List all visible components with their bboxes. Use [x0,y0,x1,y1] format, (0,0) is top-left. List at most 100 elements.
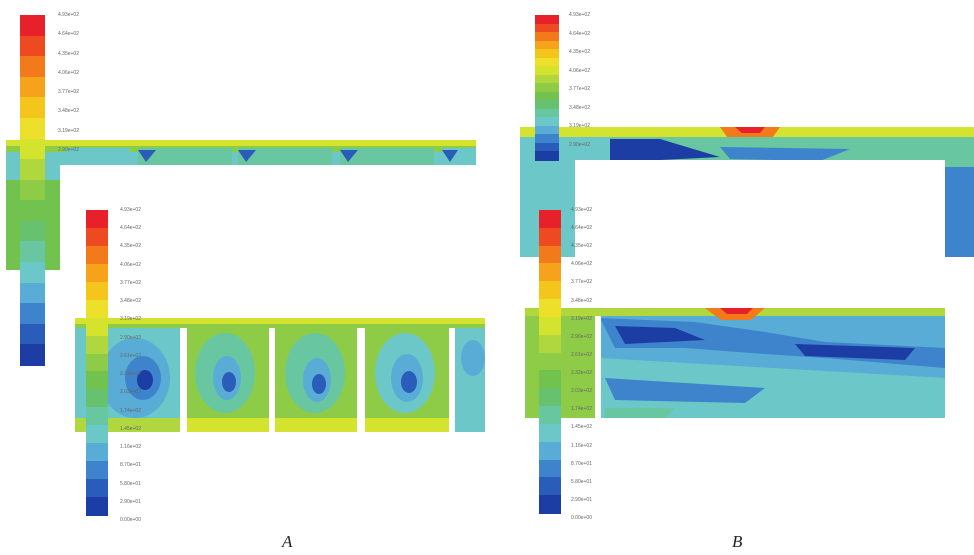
colorbar-tick-label: 2.90e+01 [120,498,141,505]
colorbar-tick-label: 2.90e+02 [58,147,79,153]
colorbar-tick-label: 4.06e+02 [571,261,592,268]
colorbar-tick-label: 2.32e+02 [571,370,592,377]
colorbar-tick-label: 2.61e+02 [571,351,592,358]
colorbar-swatch [539,423,561,443]
colorbar-tick-label: 3.48e+02 [569,104,590,111]
colorbar-tick-label: 4.06e+02 [58,69,79,76]
colorbar-swatch [539,495,561,515]
colorbar-swatch [86,461,108,481]
colorbar-tick-label: 0.00e+00 [120,517,141,523]
colorbar-swatch [539,459,561,479]
colorbar-swatch [86,281,108,301]
colorbar-tick-label: 3.77e+02 [120,279,141,286]
colorbar-swatch [20,200,45,223]
colorbar-tick-label: 3.19e+02 [569,123,590,130]
colorbar-swatch [86,407,108,427]
colorbar-swatch [535,108,559,118]
colorbar-tick-label: 4.93e+02 [571,207,592,213]
colorbar-tick-label: 4.64e+02 [571,225,592,232]
colorbar-swatch [20,76,45,99]
colorbar-tick-label: 2.90e+01 [571,496,592,503]
colorbar-tick-label: 5.80e+01 [571,478,592,485]
colorbar-tick-label: 4.06e+02 [569,67,590,74]
colorbar-swatch [535,49,559,59]
colorbar-tick-label: 8.70e+01 [120,462,141,469]
colorbar-swatch [86,479,108,499]
colorbar-swatch [535,151,559,161]
colorbar-tick-label: 2.90e+02 [569,142,590,148]
colorbar-tick-label: 1.74e+02 [120,407,141,414]
colorbar-tick-label: 4.64e+02 [569,30,590,37]
colorbar-tick-label: 3.77e+02 [58,89,79,96]
colorbar-swatch [20,220,45,243]
colorbar-swatch [86,317,108,337]
colorbar-swatch [539,441,561,461]
colorbar-swatch [20,241,45,264]
colorbar-tick-label: 2.03e+02 [571,388,592,395]
colorbar-swatch [86,263,108,283]
colorbar-swatch [20,159,45,182]
colorbar-swatch [86,371,108,391]
colorbar-tick-label: 1.74e+02 [571,406,592,413]
colorbar-swatch [535,15,559,25]
colorbar-tick-label: 2.61e+02 [120,352,141,359]
colorbar-swatch [535,142,559,153]
colorbar-tick-label: 3.77e+02 [571,279,592,286]
colorbar-tick-label: 8.70e+01 [571,460,592,467]
colorbar-swatch [86,443,108,463]
overlay-mask-b [575,160,945,270]
contour-cells-a-back [66,148,476,170]
colorbar-swatch [20,344,45,367]
colorbar-swatch [535,134,559,144]
colorbar-swatch [86,497,108,517]
colorbar-swatch [539,406,561,426]
colorbar-tick-label: 2.90e+02 [120,334,141,341]
caption-a: A [282,532,293,551]
colorbar-swatch [86,227,108,248]
colorbar-tick-label: 4.06e+02 [120,261,141,268]
colorbar-swatch [20,97,45,120]
colorbar-swatch [539,388,561,408]
colorbar-swatch [535,57,559,67]
colorbar-tick-label: 3.48e+02 [58,108,79,115]
colorbar-swatch [535,66,559,76]
colorbar-swatch [539,477,561,497]
colorbar-tick-label: 0.00e+00 [571,515,592,521]
colorbar-b-back-ticks: 4.93e+02 4.64e+02 4.35e+02 4.06e+02 3.77e+02… [569,12,609,148]
colorbar-swatch [20,282,45,305]
colorbar-tick-label: 3.48e+02 [571,297,592,304]
colorbar-a [86,210,108,517]
colorbar-swatch [86,353,108,373]
colorbar-tick-label: 4.64e+02 [58,31,79,38]
colorbar-swatch [86,210,108,230]
colorbar-tick-label: 3.19e+02 [120,316,141,323]
colorbar-tick-label: 2.03e+02 [120,389,141,396]
colorbar-tick-label: 4.35e+02 [120,243,141,250]
colorbar-swatch [539,210,561,230]
colorbar-swatch [539,299,561,319]
colorbar-tick-label: 4.35e+02 [58,50,79,57]
colorbar-swatch [86,425,108,445]
colorbar-tick-label: 1.45e+02 [120,425,141,432]
colorbar-swatch [86,299,108,319]
colorbar-a-ticks: 4.93e+02 4.64e+02 4.35e+02 4.06e+02 3.77e+02… [120,207,160,523]
colorbar-swatch [539,370,561,390]
contour-plot-a-front [75,318,485,432]
colorbar-swatch [535,100,559,110]
colorbar-tick-label: 3.19e+02 [58,127,79,134]
colorbar-tick-label: 4.93e+02 [569,12,590,18]
colorbar-tick-label: 1.45e+02 [571,424,592,431]
colorbar-swatch [539,316,561,336]
colorbar-swatch [535,32,559,42]
colorbar-tick-label: 4.93e+02 [58,12,79,18]
colorbar-swatch [20,179,45,202]
colorbar-swatch [86,245,108,266]
colorbar-swatch [86,389,108,409]
colorbar-tick-label: 5.80e+01 [120,480,141,487]
colorbar-tick-label: 2.32e+02 [120,371,141,378]
colorbar-swatch [535,83,559,93]
colorbar-tick-label: 4.93e+02 [120,207,141,213]
colorbar-swatch [20,56,45,79]
colorbar-swatch [535,74,559,84]
colorbar-a-back [20,15,45,367]
